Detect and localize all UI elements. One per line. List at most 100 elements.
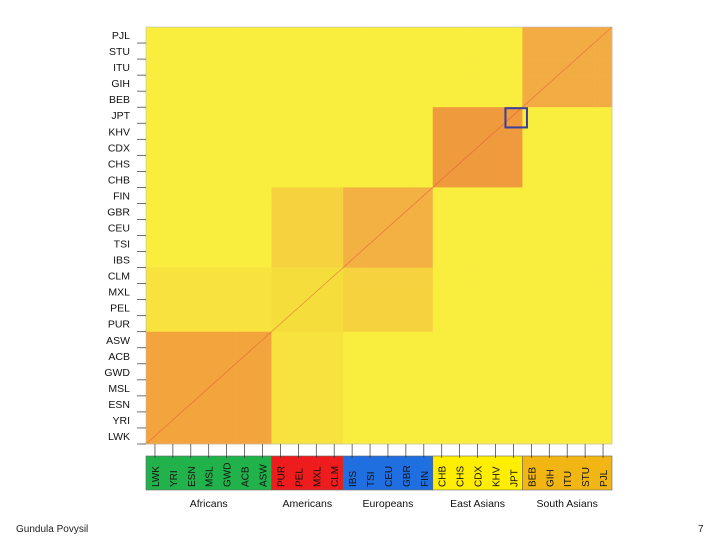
- heatmap-cell-mxl-fin: [414, 283, 434, 300]
- heatmap-cell-chs-chb: [432, 155, 451, 172]
- heatmap-cell-gbr-chb: [432, 203, 451, 220]
- heatmap-cell-beb-fin: [414, 91, 434, 108]
- heatmap-cell-chs-pel: [289, 155, 308, 172]
- heatmap-cell-tsi-fin: [414, 235, 434, 252]
- heatmap-cell-chb-tsi: [361, 171, 380, 188]
- heatmap-cell-chs-gih: [540, 155, 559, 172]
- heatmap-cell-pjl-gwd: [217, 27, 236, 44]
- x-label-yri: YRI: [169, 470, 180, 487]
- heatmap-cell-cdx-gwd: [217, 139, 236, 156]
- heatmap-cell-gih-mxl: [307, 75, 326, 92]
- heatmap-cell-itu-mxl: [307, 59, 326, 76]
- heatmap-cell-lwk-khv: [486, 427, 505, 445]
- heatmap-cell-yri-lwk: [146, 411, 165, 429]
- heatmap-cell-ceu-pel: [289, 219, 308, 236]
- heatmap-cell-beb-asw: [253, 91, 272, 108]
- heatmap-cell-lwk-fin: [414, 427, 434, 445]
- y-label-clm: CLM: [108, 271, 130, 283]
- heatmap-cell-acb-gbr: [396, 347, 416, 365]
- heatmap-cell-pel-fin: [414, 299, 434, 316]
- heatmap-cell-clm-pur: [271, 267, 290, 284]
- heatmap-cell-chs-msl: [199, 155, 218, 172]
- heatmap-cell-fin-esn: [181, 187, 201, 204]
- heatmap-cell-stu-beb: [522, 43, 541, 60]
- heatmap-cell-mxl-gwd: [217, 283, 236, 300]
- heatmap-cell-stu-pjl: [594, 43, 613, 60]
- heatmap-cell-pjl-lwk: [146, 27, 165, 44]
- heatmap-cell-jpt-chs: [450, 107, 469, 124]
- heatmap-cell-asw-pjl: [594, 331, 613, 349]
- heatmap-cell-yri-cdx: [468, 411, 487, 429]
- heatmap-cell-stu-chb: [432, 43, 451, 60]
- heatmap-cell-clm-esn: [181, 267, 201, 284]
- heatmap-cell-msl-stu: [576, 379, 595, 397]
- heatmap-cell-mxl-pel: [289, 283, 308, 300]
- heatmap-cell-esn-gwd: [217, 395, 236, 413]
- heatmap-cell-cdx-yri: [163, 139, 183, 156]
- heatmap-cell-itu-chb: [432, 59, 451, 76]
- heatmap-cell-gwd-lwk: [146, 363, 165, 381]
- x-label-mxl: MXL: [312, 466, 323, 487]
- heatmap-cell-pel-esn: [181, 299, 201, 316]
- heatmap-cell-itu-pjl: [594, 59, 613, 76]
- heatmap-cell-jpt-mxl: [307, 107, 326, 124]
- heatmap-cell-jpt-beb: [522, 107, 541, 124]
- heatmap-cell-pur-gwd: [217, 315, 236, 333]
- heatmap-cell-lwk-chs: [450, 427, 469, 445]
- heatmap-cell-lwk-ceu: [379, 427, 398, 445]
- heatmap-cell-asw-jpt: [504, 331, 523, 349]
- heatmap-cell-fin-acb: [235, 187, 254, 204]
- heatmap-cell-clm-gbr: [396, 267, 416, 284]
- heatmap-cell-asw-mxl: [307, 331, 326, 349]
- x-label-ibs: IBS: [348, 471, 359, 487]
- heatmap-cell-esn-acb: [235, 395, 254, 413]
- heatmap-cell-khv-lwk: [146, 123, 165, 140]
- heatmap-cell-asw-gbr: [396, 331, 416, 349]
- heatmap-cell-gih-msl: [199, 75, 218, 92]
- y-axis-ticks: [137, 42, 146, 445]
- heatmap-cell-stu-lwk: [146, 43, 165, 60]
- heatmap-cell-khv-itu: [558, 123, 577, 140]
- heatmap-cell-itu-ceu: [379, 59, 398, 76]
- heatmap-cell-ceu-msl: [199, 219, 218, 236]
- x-label-chs: CHS: [456, 466, 467, 487]
- heatmap-cell-ceu-mxl: [307, 219, 326, 236]
- heatmap-cell-fin-yri: [163, 187, 183, 204]
- heatmap-cell-pel-khv: [486, 299, 505, 316]
- y-label-stu: STU: [109, 46, 130, 58]
- heatmap-cell-ibs-ceu: [379, 251, 398, 268]
- y-label-cdx: CDX: [108, 142, 130, 154]
- heatmap-cell-chb-cdx: [468, 171, 487, 188]
- heatmap-cell-ceu-acb: [235, 219, 254, 236]
- heatmap-cell-cdx-gbr: [396, 139, 416, 156]
- heatmap-cell-esn-cdx: [468, 395, 487, 413]
- heatmap-cell-fin-stu: [576, 187, 595, 204]
- y-label-pur: PUR: [108, 319, 131, 331]
- heatmap-cell-chs-asw: [253, 155, 272, 172]
- heatmap-cell-chs-ibs: [343, 155, 362, 172]
- heatmap-cell-ceu-esn: [181, 219, 201, 236]
- heatmap-cell-itu-gbr: [396, 59, 416, 76]
- heatmap-cell-lwk-esn: [181, 427, 201, 445]
- heatmap-cell-beb-pjl: [594, 91, 613, 108]
- heatmap-cell-cdx-chs: [450, 139, 469, 156]
- heatmap-cell-fin-lwk: [146, 187, 165, 204]
- heatmap-cell-yri-asw: [253, 411, 272, 429]
- heatmap-cell-lwk-acb: [235, 427, 254, 445]
- heatmap-cell-pjl-esn: [181, 27, 201, 44]
- heatmap-cell-acb-clm: [325, 347, 344, 365]
- heatmap-cell-clm-chb: [432, 267, 451, 284]
- heatmap-cell-yri-gbr: [396, 411, 416, 429]
- heatmap-cell-esn-gbr: [396, 395, 416, 413]
- heatmap-cell-gbr-pjl: [594, 203, 613, 220]
- heatmap-cell-jpt-khv: [486, 107, 505, 124]
- heatmap-cell-beb-stu: [576, 91, 595, 108]
- heatmap-cell-yri-clm: [325, 411, 344, 429]
- heatmap-cell-khv-pjl: [594, 123, 613, 140]
- heatmap-cell-pel-jpt: [504, 299, 523, 316]
- heatmap-cell-ibs-cdx: [468, 251, 487, 268]
- heatmap-cell-stu-jpt: [504, 43, 523, 60]
- heatmap-cell-stu-khv: [486, 43, 505, 60]
- heatmap-cell-chb-clm: [325, 171, 344, 188]
- heatmap-cell-msl-asw: [253, 379, 272, 397]
